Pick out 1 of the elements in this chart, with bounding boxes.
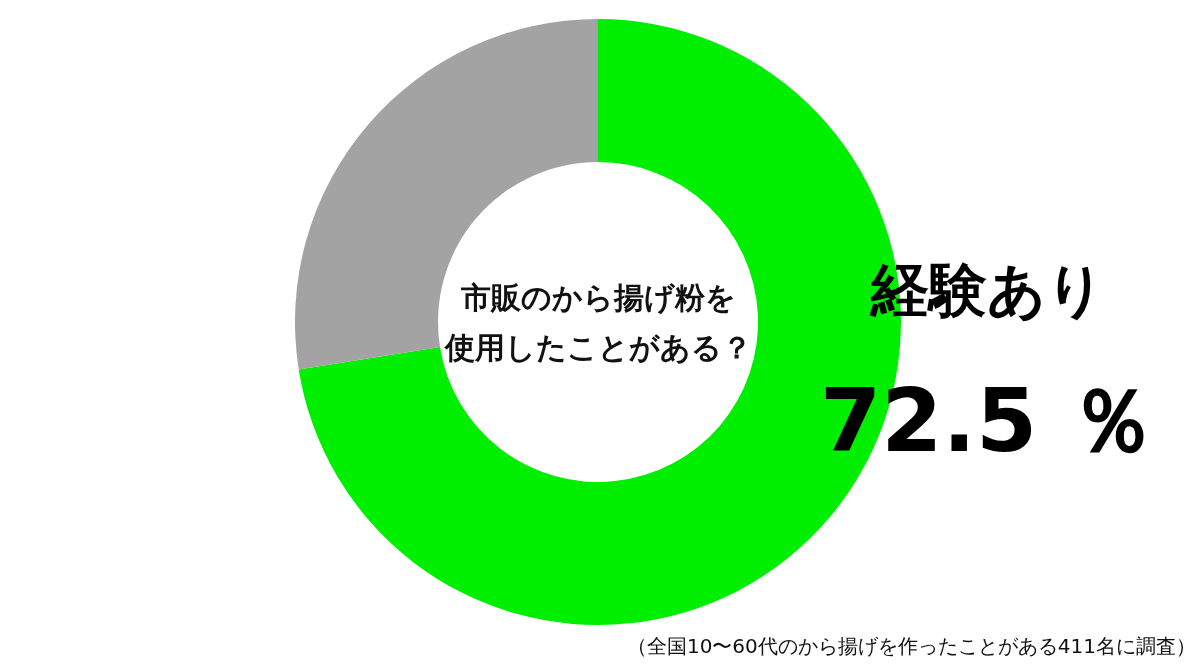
title: 市販のから揚げ粉を使用したことがある？	[444, 279, 752, 365]
